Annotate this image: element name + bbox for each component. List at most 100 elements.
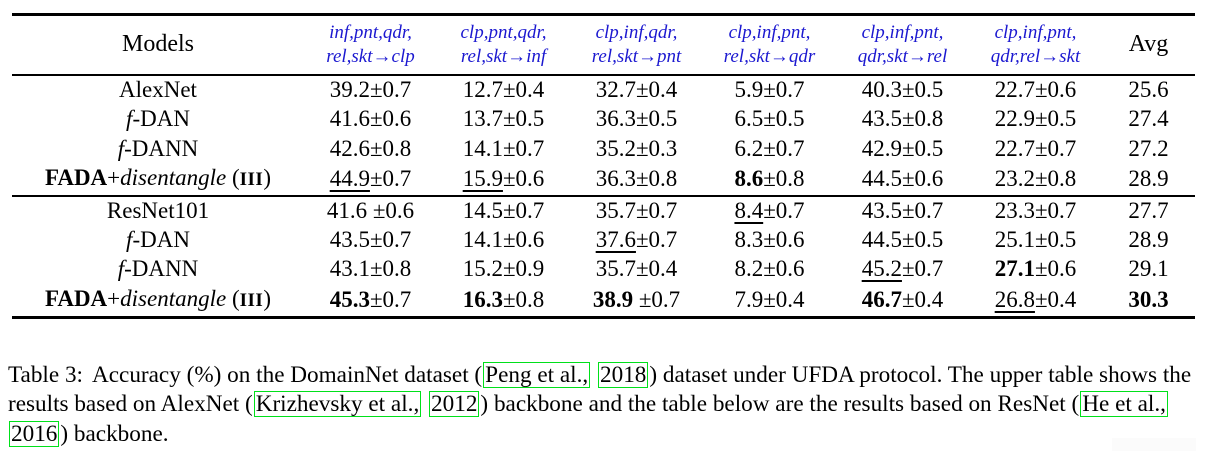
avg-value: 27.4 xyxy=(1128,106,1169,132)
result-cell: 44.9±0.7 xyxy=(329,165,412,191)
accuracy-value: 6.5 xyxy=(734,106,764,132)
caption-text: ) backbone. xyxy=(60,421,169,448)
table-row: AlexNet 39.2±0.7 12.7±0.4 32.7±0.4 5.9±0.7 40… xyxy=(12,75,1195,105)
accuracy-value: 14.5 xyxy=(462,197,503,223)
result-cell: 37.6±0.7 xyxy=(595,227,678,253)
model-name: f-DAN xyxy=(126,106,190,132)
accuracy-value: 26.8 xyxy=(994,286,1035,312)
avg-value: 30.3 xyxy=(1128,286,1169,312)
table-row: f-DAN 43.5±0.7 14.1±0.6 37.6±0.7 8.3±0.6 44.5… xyxy=(12,226,1195,255)
result-cell: 41.6±0.6 xyxy=(329,106,412,132)
accuracy-value: 22.7 xyxy=(994,77,1035,103)
accuracy-value: 15.2 xyxy=(462,256,503,282)
citation-link[interactable]: 2012 xyxy=(429,391,480,418)
accuracy-value: 5.9 xyxy=(734,77,764,103)
result-cell: 45.3±0.7 xyxy=(329,286,412,312)
accuracy-value: 40.3 xyxy=(861,77,902,103)
result-cell: 16.3±0.8 xyxy=(462,286,545,312)
alexnet-section: AlexNet 39.2±0.7 12.7±0.4 32.7±0.4 5.9±0.7 40… xyxy=(12,75,1195,196)
accuracy-value: 22.7 xyxy=(994,135,1035,161)
caption-text: ) dataset under UFDA protocol. The upper… xyxy=(8,361,1192,418)
accuracy-value: 23.3 xyxy=(994,197,1035,223)
citation-link[interactable]: 2018 xyxy=(598,361,649,388)
result-cell: 22.7±0.6 xyxy=(994,77,1077,103)
column-header-avg: Avg xyxy=(1128,31,1169,57)
avg-cell: 30.3 xyxy=(1102,284,1195,317)
accuracy-value: 8.4 xyxy=(734,197,764,223)
avg-cell: 28.9 xyxy=(1102,226,1195,255)
accuracy-value: 36.3 xyxy=(595,165,636,191)
model-name: AlexNet xyxy=(119,77,197,103)
result-cell: 6.5±0.5 xyxy=(734,106,805,132)
avg-value: 29.1 xyxy=(1128,256,1169,282)
result-cell: 5.9±0.7 xyxy=(734,77,805,103)
accuracy-value: 15.9 xyxy=(462,165,503,191)
accuracy-value: 16.3 xyxy=(462,286,503,312)
accuracy-value: 6.2 xyxy=(734,135,764,161)
table-row: FADA+disentangle (III) 44.9±0.7 15.9±0.6 36… xyxy=(12,164,1195,196)
accuracy-value: 42.6 xyxy=(329,135,370,161)
avg-value: 27.7 xyxy=(1128,197,1169,223)
result-cell: 14.5±0.7 xyxy=(462,197,545,223)
result-cell: 27.1±0.6 xyxy=(994,256,1077,282)
accuracy-value: 44.9 xyxy=(329,165,370,191)
result-cell: 36.3±0.8 xyxy=(595,165,678,191)
faint-artifact xyxy=(1112,438,1196,451)
column-header-domain-shift: clp,inf,pnt, rel,skt→qdr xyxy=(723,22,816,67)
result-cell: 43.5±0.7 xyxy=(861,197,944,223)
table-row: f-DANN 42.6±0.8 14.1±0.7 35.2±0.3 6.2±0.7 42.… xyxy=(12,134,1195,163)
accuracy-value: 45.2 xyxy=(861,256,902,282)
accuracy-value: 41.6 xyxy=(326,197,368,223)
accuracy-value: 44.5 xyxy=(861,165,902,191)
table-row: f-DANN 43.1±0.8 15.2±0.9 35.7±0.4 8.2±0.6 45.… xyxy=(12,255,1195,284)
header-row: Models inf,pnt,qdr, rel,skt→clp clp,pnt,qd… xyxy=(12,15,1195,75)
result-cell: 46.7±0.4 xyxy=(861,286,944,312)
column-header-domain-shift: clp,pnt,qdr, rel,skt→inf xyxy=(460,22,547,67)
column-header-domain-shift: inf,pnt,qdr, rel,skt→clp xyxy=(326,22,415,67)
result-cell: 44.5±0.5 xyxy=(861,227,944,253)
result-cell: 45.2±0.7 xyxy=(861,256,944,282)
model-name: FADA+disentangle (III) xyxy=(45,285,271,311)
accuracy-value: 35.2 xyxy=(595,135,636,161)
avg-cell: 28.9 xyxy=(1102,164,1195,196)
result-cell: 8.2±0.6 xyxy=(734,256,805,282)
result-cell: 22.7±0.7 xyxy=(994,135,1077,161)
accuracy-value: 8.3 xyxy=(734,227,764,253)
accuracy-value: 36.3 xyxy=(595,106,636,132)
result-cell: 41.6 ±0.6 xyxy=(326,197,415,223)
result-cell: 26.8±0.4 xyxy=(994,286,1077,312)
result-cell: 42.6±0.8 xyxy=(329,135,412,161)
citation-link[interactable]: He et al., xyxy=(1080,391,1168,418)
result-cell: 15.9±0.6 xyxy=(462,165,545,191)
accuracy-value: 35.7 xyxy=(595,256,636,282)
citation-link[interactable]: Peng et al., xyxy=(483,361,591,388)
caption-text: Table 3: xyxy=(8,361,83,388)
results-table: Models inf,pnt,qdr, rel,skt→clp clp,pnt,qd… xyxy=(12,13,1195,319)
result-cell: 38.9 ±0.7 xyxy=(592,286,681,312)
column-header-models: Models xyxy=(122,31,194,57)
resnet-section: ResNet101 41.6 ±0.6 14.5±0.7 35.7±0.7 8.4±0.… xyxy=(12,196,1195,317)
accuracy-value: 41.6 xyxy=(329,106,370,132)
citation-link[interactable]: 2016 xyxy=(9,421,60,448)
result-cell: 23.2±0.8 xyxy=(994,165,1077,191)
accuracy-value: 39.2 xyxy=(329,77,370,103)
accuracy-value: 23.2 xyxy=(994,165,1035,191)
accuracy-value: 43.5 xyxy=(861,197,902,223)
accuracy-value: 32.7 xyxy=(595,77,636,103)
accuracy-value: 14.1 xyxy=(462,135,503,161)
result-cell: 22.9±0.5 xyxy=(994,106,1077,132)
accuracy-value: 37.6 xyxy=(595,227,636,253)
accuracy-value: 14.1 xyxy=(462,227,503,253)
avg-cell: 29.1 xyxy=(1102,255,1195,284)
avg-cell: 25.6 xyxy=(1102,75,1195,105)
result-cell: 39.2±0.7 xyxy=(329,77,412,103)
avg-value: 28.9 xyxy=(1128,227,1169,253)
accuracy-value: 25.1 xyxy=(994,227,1035,253)
model-name: f-DANN xyxy=(117,135,199,161)
result-cell: 43.5±0.7 xyxy=(329,227,412,253)
result-cell: 36.3±0.5 xyxy=(595,106,678,132)
result-cell: 35.7±0.4 xyxy=(595,256,678,282)
avg-value: 25.6 xyxy=(1128,77,1169,103)
citation-link[interactable]: Krizhevsky et al., xyxy=(253,391,422,418)
